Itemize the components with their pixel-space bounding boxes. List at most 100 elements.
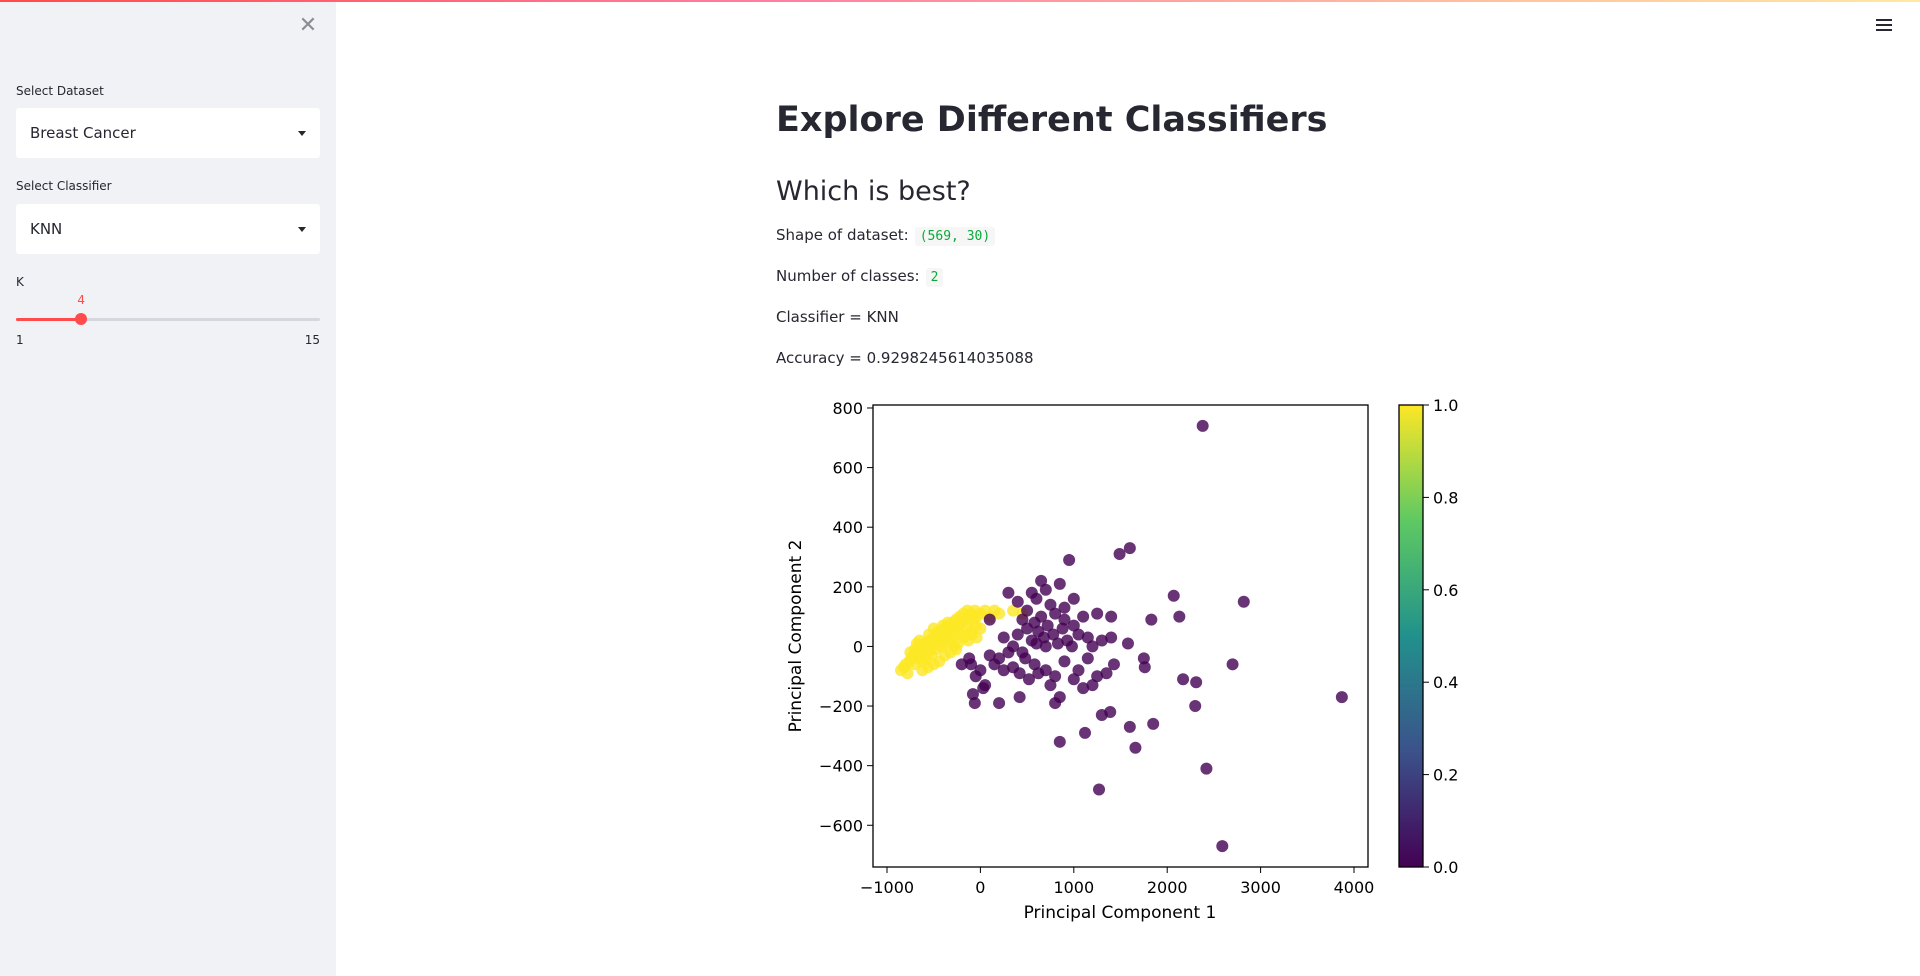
chevron-down-icon [298,226,306,232]
page-subtitle: Which is best? [776,176,971,207]
scatter-point-class-0 [1011,628,1024,641]
scatter-point-class-0 [1067,673,1080,686]
scatter-point-class-0 [1049,697,1062,710]
scatter-point-class-0 [1137,652,1150,665]
scatter-point-class-0 [1086,679,1099,692]
scatter-point-class-0 [1147,717,1160,730]
scatter-point-class-0 [983,613,996,626]
scatter-point-class-0 [1058,655,1071,668]
select-dataset-value: Breast Cancer [30,124,136,142]
scatter-point-class-0 [1013,691,1026,704]
scatter-point-class-0 [1104,706,1117,719]
scatter-point-class-0 [1335,691,1348,704]
scatter-point-class-0 [1173,610,1186,623]
scatter-point-class-0 [1021,604,1034,617]
sidebar: ✕ Select Dataset Breast Cancer Select Cl… [0,0,336,976]
scatter-point-class-0 [1025,634,1038,647]
scatter-point-class-1 [993,607,1006,620]
close-icon[interactable]: ✕ [298,13,318,38]
sidebar-close-button[interactable]: ✕ [296,14,320,38]
scatter-point-class-0 [968,697,981,710]
scatter-point-class-1 [1007,604,1020,617]
scatter-point-class-1 [970,631,983,644]
scatter-point-class-0 [974,664,987,677]
num-classes-line: Number of classes: 2 [776,267,944,287]
dataset-shape-line: Shape of dataset: (569, 30) [776,226,996,246]
x-tick-label: 0 [975,878,985,897]
select-dataset-dropdown[interactable]: Breast Cancer [16,108,320,158]
select-classifier-dropdown[interactable]: KNN [16,204,320,254]
x-tick-label: −1000 [860,878,914,897]
select-classifier-value: KNN [30,220,63,238]
scatter-point-class-0 [1013,667,1026,680]
scatter-point-class-0 [1091,670,1104,683]
scatter-point-class-0 [1053,577,1066,590]
scatter-point-class-0 [1072,628,1085,641]
scatter-point-class-0 [1047,628,1060,641]
scatter-point-class-0 [1044,679,1057,692]
scatter-point-class-0 [1107,658,1120,671]
dataset-shape-label: Shape of dataset: [776,226,909,244]
y-tick-label: 200 [832,578,863,597]
scatter-point-class-0 [1058,601,1071,614]
x-tick-label: 1000 [1053,878,1094,897]
scatter-point-class-0 [1049,607,1062,620]
scatter-point-class-0 [1030,592,1043,605]
k-slider[interactable] [16,313,320,330]
scatter-point-class-0 [1190,676,1203,689]
scatter-point-class-0 [1216,840,1229,853]
scatter-point-class-0 [997,631,1010,644]
y-tick-label: 0 [853,637,863,656]
select-dataset-label: Select Dataset [16,84,104,98]
colorbar-tick-label: 0.8 [1433,488,1458,507]
scatter-point-class-0 [1095,634,1108,647]
chevron-down-icon [298,130,306,136]
scatter-point-class-0 [1167,589,1180,602]
scatter-point-class-0 [1011,595,1024,608]
scatter-point-class-0 [1196,419,1209,432]
scatter-point-class-0 [1113,548,1126,561]
scatter-point-class-0 [997,664,1010,677]
scatter-point-class-0 [1129,741,1142,754]
y-tick-label: −200 [819,697,863,716]
num-classes-value: 2 [925,268,944,287]
y-axis-label: Principal Component 2 [786,540,806,733]
page-title: Explore Different Classifiers [776,100,1328,140]
scatter-point-class-0 [1065,640,1078,653]
x-tick-label: 2000 [1147,878,1188,897]
scatter-point-class-0 [1081,631,1094,644]
scatter-point-class-0 [1007,640,1020,653]
select-classifier-label: Select Classifier [16,179,112,193]
colorbar-tick-label: 0.2 [1433,766,1458,785]
k-slider-min-label: 1 [16,333,24,347]
scatter-point-class-0 [1056,622,1069,635]
scatter-point-class-0 [1049,670,1062,683]
scatter-point-class-0 [993,697,1006,710]
scatter-points [895,419,1348,853]
scatter-point-class-0 [1039,640,1052,653]
scatter-point-class-0 [1105,610,1118,623]
scatter-point-class-0 [1022,673,1035,686]
header-decoration-bar [0,0,1920,2]
scatter-point-class-0 [1067,619,1080,632]
num-classes-label: Number of classes: [776,267,920,285]
scatter-point-class-0 [963,652,976,665]
pca-scatter-chart: −1000 0 1000 2000 3000 4000 −600 −400 −200 0 200 40… [786,396,1458,923]
classifier-text: Classifier = KNN [776,308,899,326]
scatter-point-class-0 [1039,583,1052,596]
scatter-point-class-0 [1002,586,1015,599]
scatter-point-class-0 [1121,637,1134,650]
k-slider-track[interactable] [16,318,320,321]
hamburger-menu-icon[interactable] [1874,16,1894,36]
k-slider-value: 4 [77,293,85,307]
scatter-point-class-0 [1044,598,1057,611]
y-tick-label: −400 [819,757,863,776]
scatter-point-class-0 [1145,613,1158,626]
colorbar [1398,404,1424,868]
scatter-point-class-0 [1200,762,1213,775]
scatter-point-class-0 [1067,592,1080,605]
scatter-point-class-0 [1081,652,1094,665]
scatter-point-class-0 [1138,661,1151,674]
scatter-point-class-1 [941,616,954,629]
k-slider-thumb[interactable] [75,313,88,325]
